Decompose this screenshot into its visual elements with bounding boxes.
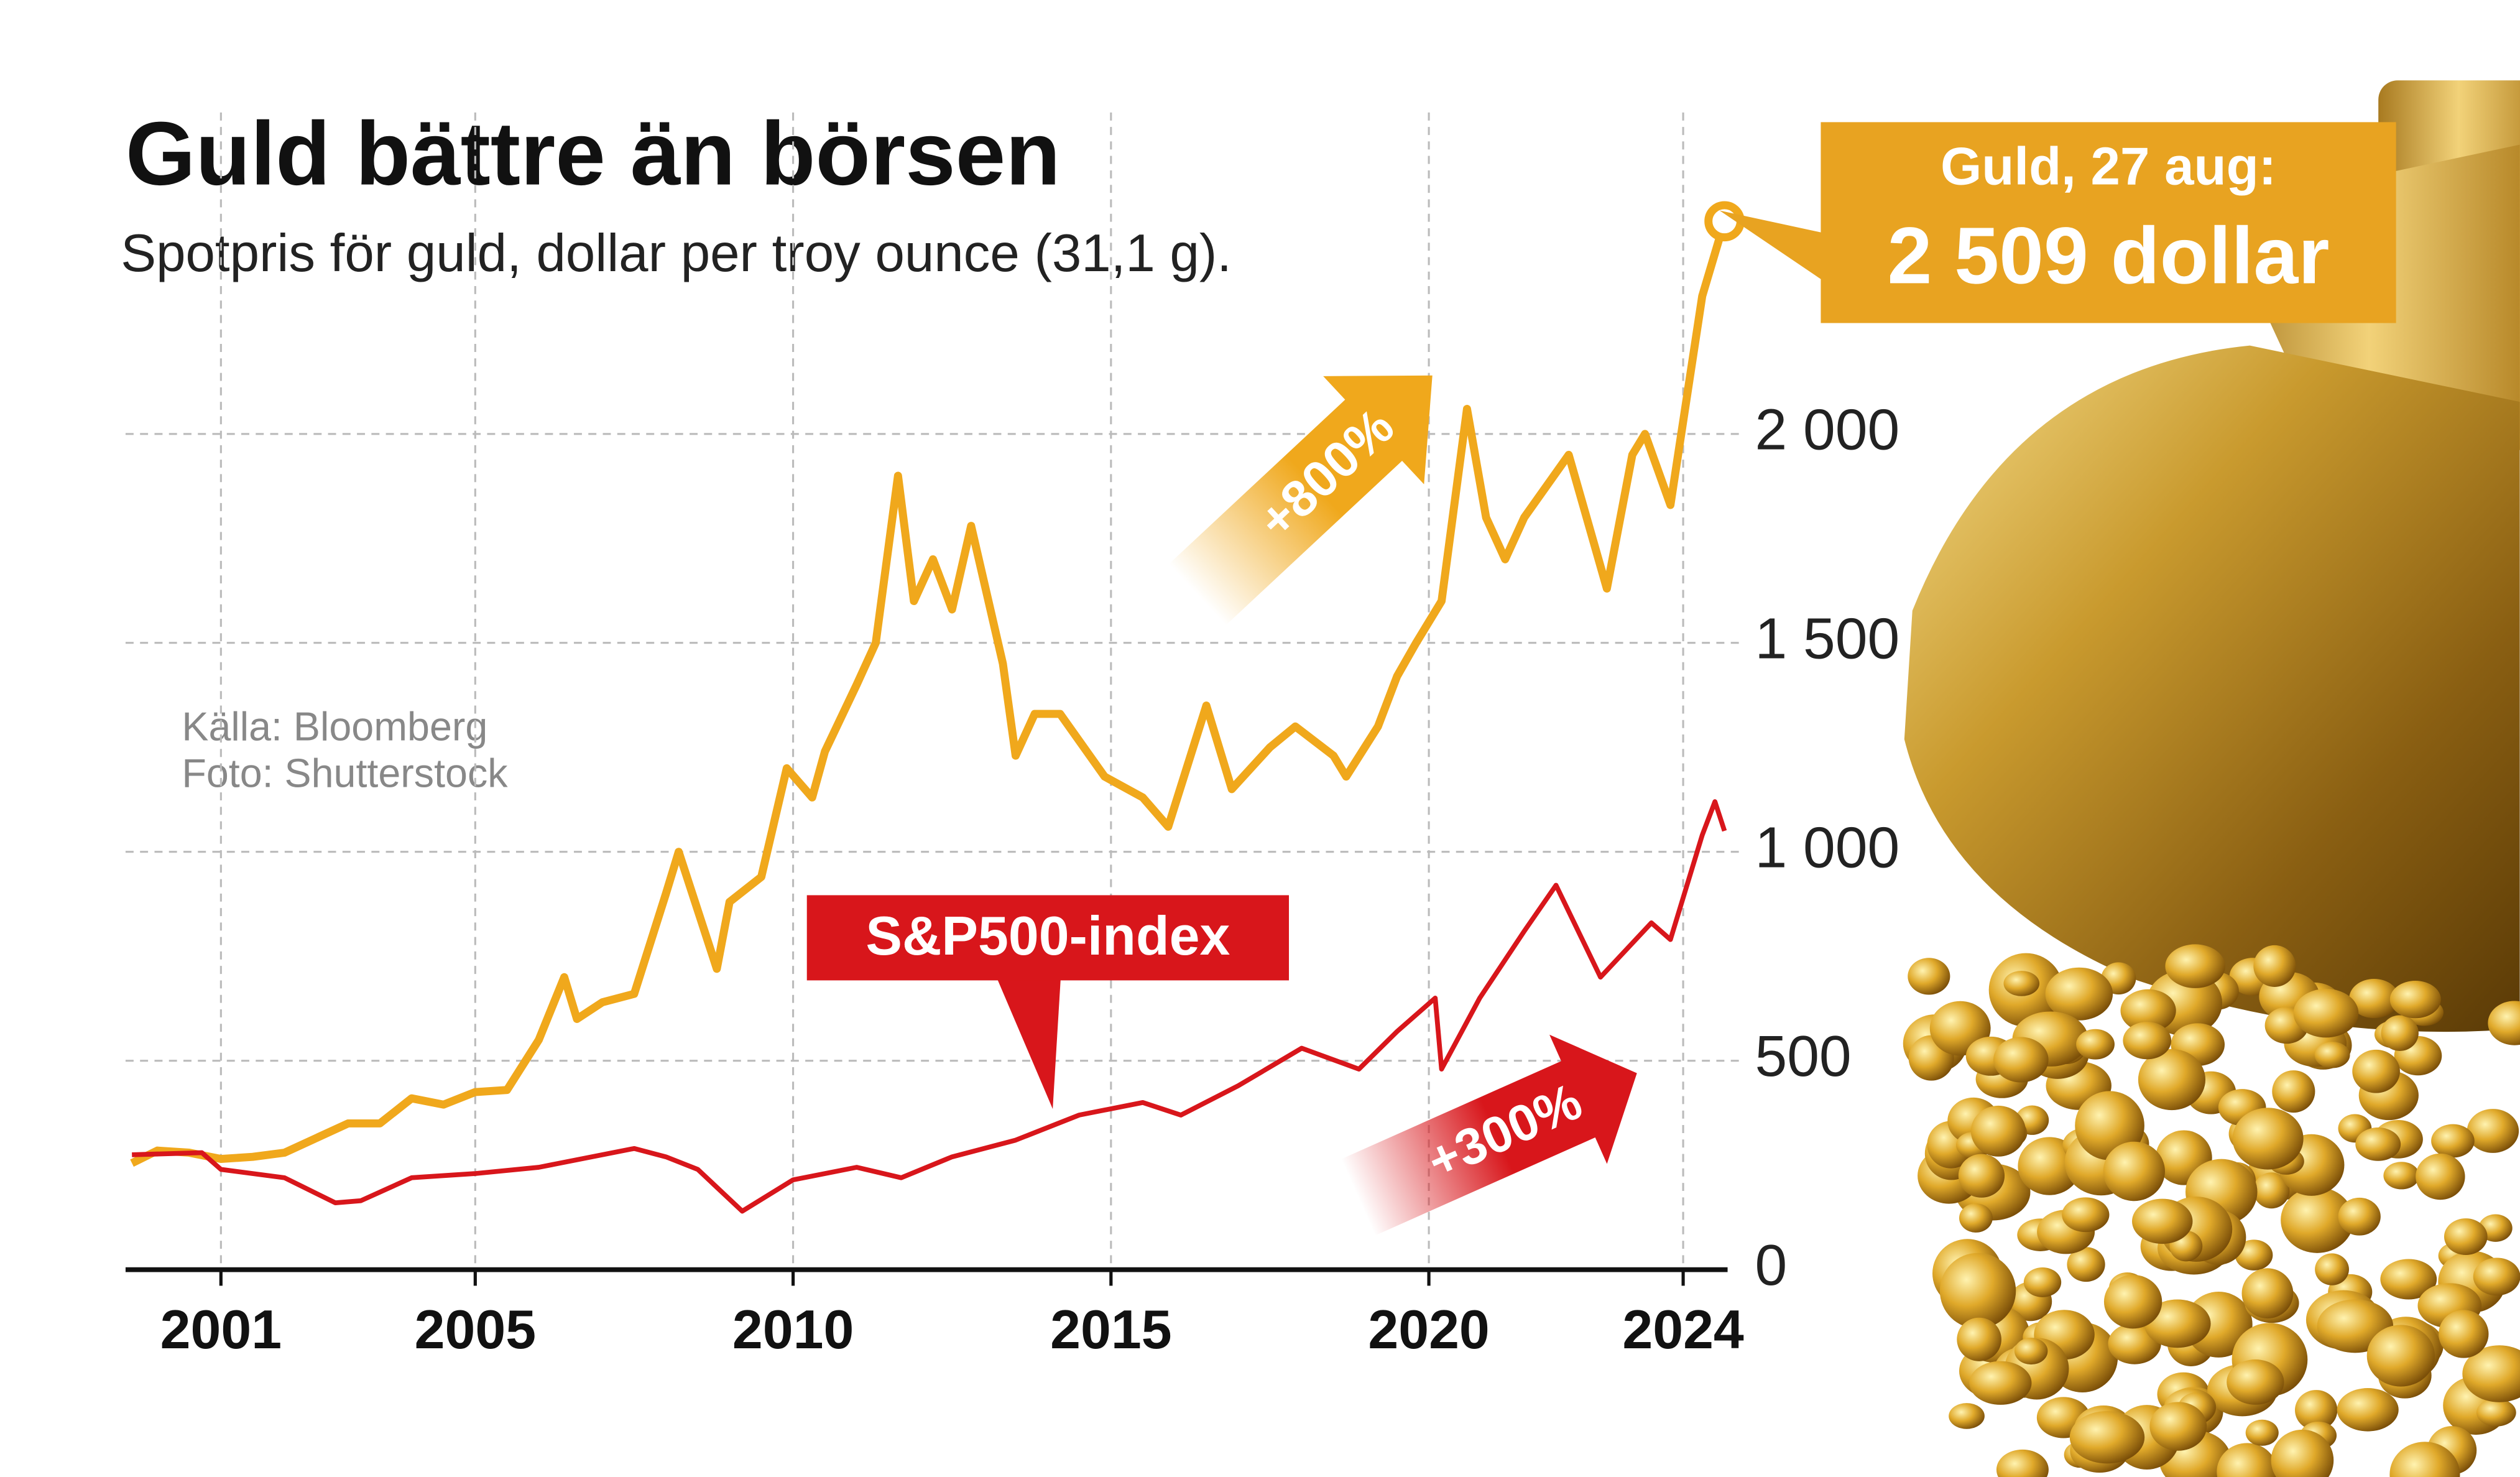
nugget: [2103, 1274, 2162, 1329]
nugget: [2253, 945, 2296, 987]
nugget: [2217, 1443, 2278, 1477]
nuggets: [1903, 944, 2520, 1477]
arrow-shape: [1341, 1034, 1637, 1236]
nugget: [2444, 1218, 2488, 1255]
nugget: [2473, 1257, 2520, 1296]
callout-head: Guld, 27 aug:: [1941, 137, 2276, 196]
gold-callout: Guld, 27 aug: 2 509 dollar: [1719, 122, 2396, 323]
nugget: [2389, 1442, 2460, 1477]
nugget: [1939, 1252, 2016, 1329]
x-tick-label: 2010: [732, 1299, 854, 1360]
nugget: [2281, 1187, 2354, 1253]
nugget: [2349, 978, 2399, 1019]
nugget: [2381, 1015, 2419, 1051]
nugget: [1958, 1154, 2005, 1198]
x-tick-label: 2024: [1622, 1299, 1744, 1360]
nugget: [2023, 1267, 2062, 1297]
nugget: [1959, 1203, 1993, 1233]
nugget: [2067, 1247, 2105, 1282]
nugget: [2462, 1345, 2520, 1402]
x-tick-label: 2005: [415, 1299, 536, 1360]
y-tick-label: 2 000: [1755, 397, 1899, 461]
x-tick-label: 2020: [1368, 1299, 1489, 1360]
nugget: [1970, 1105, 2026, 1157]
nugget: [2338, 1197, 2381, 1236]
x-tick-label: 2001: [160, 1299, 282, 1360]
nugget: [2069, 1410, 2145, 1464]
gold-block: [1904, 345, 2520, 1032]
nugget: [2315, 1253, 2349, 1285]
nugget: [2337, 1388, 2399, 1432]
nugget: [2467, 1109, 2519, 1153]
nugget: [2076, 1029, 2115, 1060]
callout-box: [806, 895, 1290, 981]
photo-credit: Foto: Shutterstock: [182, 751, 508, 795]
nugget: [2253, 1172, 2290, 1209]
nugget: [2352, 1049, 2400, 1093]
nugget: [2389, 981, 2441, 1019]
nugget: [1949, 1403, 1985, 1429]
nugget: [1969, 1361, 2032, 1405]
nugget: [2045, 967, 2113, 1021]
nugget: [2245, 1419, 2279, 1446]
nugget: [2232, 1108, 2304, 1170]
nugget: [2271, 1429, 2334, 1477]
nugget: [2149, 1402, 2207, 1451]
nugget: [2138, 1049, 2206, 1111]
nugget: [1996, 1449, 2049, 1477]
nugget: [2314, 1042, 2350, 1068]
nugget: [1993, 1037, 2049, 1083]
index-callout: S&P500-index: [806, 895, 1290, 1109]
y-tick-label: 1 500: [1755, 606, 1899, 670]
series-label: S&P500-index: [865, 905, 1230, 966]
nugget: [2062, 1197, 2110, 1233]
nugget: [2355, 1127, 2401, 1161]
nugget: [2272, 1070, 2315, 1113]
nugget: [2144, 1299, 2211, 1348]
chart-subtitle: Spotpris för guld, dollar per troy ounce…: [121, 224, 1232, 283]
nugget: [2295, 1390, 2338, 1430]
nugget: [2132, 1198, 2193, 1244]
nugget: [2103, 1141, 2165, 1202]
nugget: [2488, 1001, 2520, 1045]
y-tick-label: 500: [1755, 1024, 1851, 1088]
y-tick-label: 0: [1755, 1233, 1787, 1297]
nugget: [2439, 1310, 2489, 1358]
gold-photo: [1903, 80, 2520, 1477]
callout-pointer: [1719, 210, 1824, 282]
source: Källa: Bloomberg: [182, 704, 487, 749]
nugget: [2380, 1259, 2437, 1300]
grid: 0 500 1 000 1 500 2 000 2001 2005 2010 2015 2020 2…: [125, 112, 1899, 1360]
series-line: [132, 799, 1727, 1214]
callout-pointer: [996, 977, 1061, 1109]
nugget: [1908, 958, 1950, 995]
chart-title: Guld bättre än börsen: [126, 103, 1061, 204]
nugget: [2227, 1359, 2284, 1405]
nugget: [2416, 1153, 2465, 1200]
y-tick-label: 1 000: [1755, 815, 1899, 879]
nugget: [2014, 1338, 2048, 1365]
nugget: [2120, 989, 2176, 1032]
callout-value: 2 509 dollar: [1888, 211, 2330, 300]
nugget: [2123, 1022, 2172, 1060]
nugget: [2366, 1325, 2435, 1387]
nugget: [2431, 1124, 2475, 1158]
nugget: [2165, 944, 2225, 988]
nugget: [2383, 1162, 2420, 1190]
x-tick-label: 2015: [1050, 1299, 1171, 1360]
gold-arrow: +800%: [1168, 375, 1433, 626]
nugget: [2476, 1399, 2516, 1427]
nugget: [2235, 1239, 2273, 1271]
callout-box: [1821, 122, 2396, 323]
nugget: [2241, 1268, 2294, 1319]
arrow-shape: [1168, 375, 1433, 626]
plot: [130, 201, 1745, 1214]
nugget: [1957, 1317, 2001, 1361]
series-line: [130, 220, 1728, 1167]
nugget: [2293, 989, 2359, 1038]
nugget: [2003, 971, 2040, 996]
